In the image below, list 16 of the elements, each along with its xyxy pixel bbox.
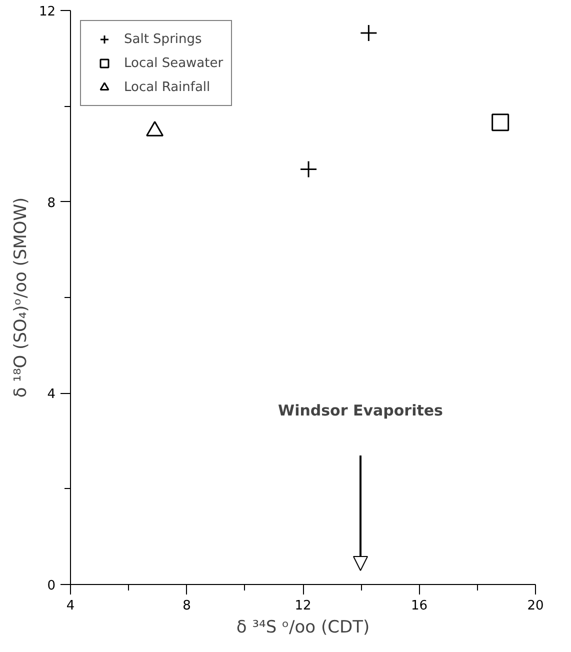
legend-label: Salt Springs	[124, 32, 202, 46]
point	[492, 114, 510, 132]
y-tick-label: 4	[47, 387, 56, 402]
x-tick-label: 12	[294, 598, 312, 614]
x-tick-label: 4	[66, 598, 75, 614]
y-tick-label: 0	[47, 578, 56, 594]
x-tick-label: 16	[410, 598, 428, 614]
x-tick-label: 20	[527, 598, 544, 614]
y-tick-label: 12	[38, 4, 56, 20]
y-tick-label: 8	[47, 196, 56, 211]
y-axis-title: δ ¹⁸O (SO₄)ᵒ/oo (SMOW)	[10, 197, 31, 398]
x-tick-label: 8	[182, 598, 191, 614]
legend-label: Local Seawater	[124, 56, 224, 70]
legend-label: Local Rainfall	[124, 80, 210, 94]
annotation: Windsor Evaporites	[278, 402, 444, 420]
x-axis-title: δ ³⁴S ᵒ/oo (CDT)	[236, 618, 370, 638]
